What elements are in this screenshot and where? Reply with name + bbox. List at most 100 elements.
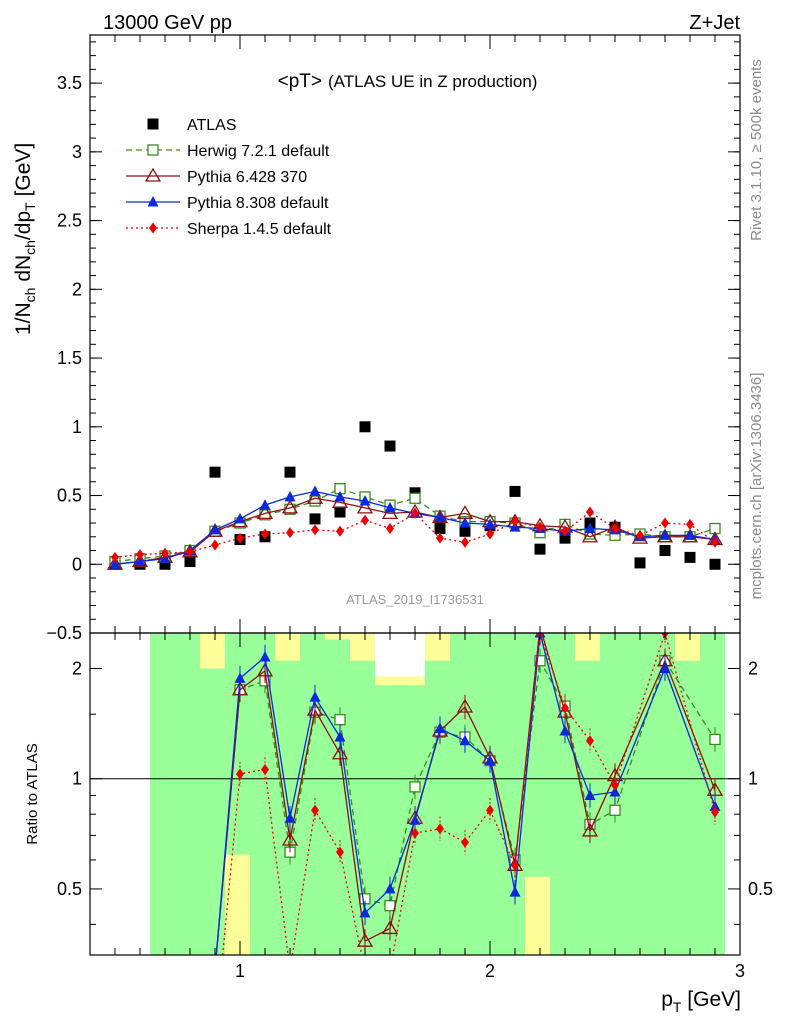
ratio-ytick-label-0: 0.5 (57, 879, 82, 899)
ratio-series-0-point-18 (709, 733, 721, 746)
series-0-point-16 (509, 485, 521, 497)
ratio-series-2-point-5 (334, 730, 346, 742)
ratio-xtick-label-2: 3 (735, 961, 745, 981)
series-4-point-16 (511, 516, 519, 528)
ratio-series-3-point-16 (611, 779, 619, 791)
legend-marker-0 (147, 118, 159, 130)
series-4-point-11 (386, 523, 394, 535)
series-3-point-8 (309, 485, 321, 496)
series-4-point-5 (236, 532, 244, 544)
band-green-6 (300, 633, 325, 955)
ratio-series-2-point-3 (284, 812, 296, 823)
ratio-panel-series (90, 633, 740, 976)
ratio-series-0-point-13 (534, 655, 546, 667)
series-3-point-23 (684, 529, 696, 540)
ratio-series-0-point-5 (334, 713, 346, 726)
band-green-0 (150, 633, 175, 955)
axis-ticks: −0.5 0 0.5 1 1.5 2 2.5 3 3.5 1 2 3 0.5 0.5 1 1 2 2 (46, 35, 773, 981)
ratio-series-3-point-3 (286, 965, 294, 976)
ratio-series-2-point-0 (210, 964, 221, 975)
main-ytick-label-8: 3.5 (57, 73, 82, 93)
legend-label-0: ATLAS (187, 117, 237, 134)
ratio-series-2-point-7 (384, 882, 396, 894)
band-green-14 (500, 633, 525, 955)
series-4-point-22 (661, 517, 669, 529)
ratio-series-1-point-6 (356, 932, 374, 947)
band-green-8 (350, 660, 375, 955)
ratio-xtick-label-1: 2 (485, 961, 495, 981)
legend-label-3: Pythia 8.308 default (187, 195, 329, 212)
ratio-series-3-point-2 (261, 763, 269, 775)
chart-title-sub: (ATLAS UE in Z production) (328, 72, 537, 91)
main-panel-series (106, 421, 724, 570)
series-3-point-19 (584, 522, 596, 534)
band-green-16 (550, 633, 575, 955)
legend: ATLAS Herwig 7.2.1 default Pythia 6.428 37… (126, 117, 332, 238)
ratio-series-3-point-18 (711, 806, 719, 818)
band-green-21 (675, 660, 700, 955)
ratio-series-2-point-15 (584, 789, 596, 800)
ratio-series-3-point-4 (311, 804, 319, 816)
main-ytick-label-2: 0.5 (57, 486, 82, 506)
series-0-point-21 (634, 557, 646, 569)
ratio-series-1-point-15 (581, 822, 599, 837)
main-ytick-label-3: 1 (72, 417, 82, 437)
series-3-point-4 (209, 523, 221, 535)
band-green-17 (575, 660, 600, 955)
ratio-series-1-point-1 (231, 681, 249, 696)
main-ytick-label-0: −0.5 (46, 623, 82, 643)
series-0-point-10 (359, 421, 371, 433)
series-3-point-10 (359, 495, 371, 506)
ratio-series-1-point-0 (208, 963, 222, 975)
legend-marker-1 (147, 144, 159, 156)
x-axis-label: pT [GeV] (661, 988, 741, 1015)
ratio-series-2-point-8 (409, 814, 421, 825)
series-4-point-10 (361, 514, 369, 526)
ratio-series-2-point-6 (359, 906, 371, 918)
series-0-point-14 (459, 525, 471, 537)
ratio-y-axis-label: Ratio to ATLAS (24, 743, 41, 844)
series-3-point-15 (484, 518, 496, 529)
ratio-series-3-point-14 (561, 702, 569, 714)
series-4-point-21 (636, 529, 644, 541)
ratio-series-3-point-11 (486, 804, 494, 816)
series-0-point-2 (159, 558, 171, 570)
band-green-12 (450, 633, 475, 955)
series-3-point-22 (659, 529, 671, 540)
series-3-point-11 (384, 501, 396, 513)
series-4-point-23 (686, 518, 694, 530)
ratio-series-2-point-16 (609, 785, 621, 797)
series-2-point-6 (256, 505, 274, 520)
series-0-point-13 (434, 523, 446, 535)
series-4-point-19 (586, 506, 594, 518)
series-2-point-7 (281, 499, 299, 514)
ratio-series-2-point-9 (434, 722, 446, 734)
series-0-point-23 (684, 551, 696, 563)
series-3-point-9 (334, 490, 346, 502)
ratio-series-1-point-3 (281, 831, 299, 846)
main-ytick-label-6: 2.5 (57, 211, 82, 231)
ratio-series-2-point-1 (234, 672, 246, 683)
series-4-point-7 (286, 527, 294, 539)
series-4-point-6 (261, 528, 269, 540)
series-4-point-13 (436, 532, 444, 544)
main-ytick-label-5: 2 (72, 279, 82, 299)
chart-title-main: <pT> (278, 71, 322, 92)
series-3-point-1 (134, 555, 146, 567)
series-3-point-7 (284, 490, 296, 502)
series-2-point-8 (306, 489, 324, 504)
series-3-point-0 (109, 558, 121, 569)
ratio-series-0-point-0 (210, 965, 220, 975)
analysis-id: ATLAS_2019_I1736531 (346, 592, 484, 607)
ratio-ytick-label-2: 2 (72, 658, 82, 678)
series-0-point-7 (284, 466, 296, 478)
ratio-ytick-label-right-2: 2 (748, 658, 758, 678)
series-4-point-1 (136, 549, 144, 561)
ratio-series-3-point-8 (411, 827, 419, 839)
legend-marker-4 (149, 222, 157, 234)
series-4-point-24 (711, 536, 719, 548)
legend-label-2: Pythia 6.428 370 (187, 169, 307, 186)
ratio-series-2-point-14 (559, 724, 571, 736)
series-3-point-6 (259, 499, 271, 510)
